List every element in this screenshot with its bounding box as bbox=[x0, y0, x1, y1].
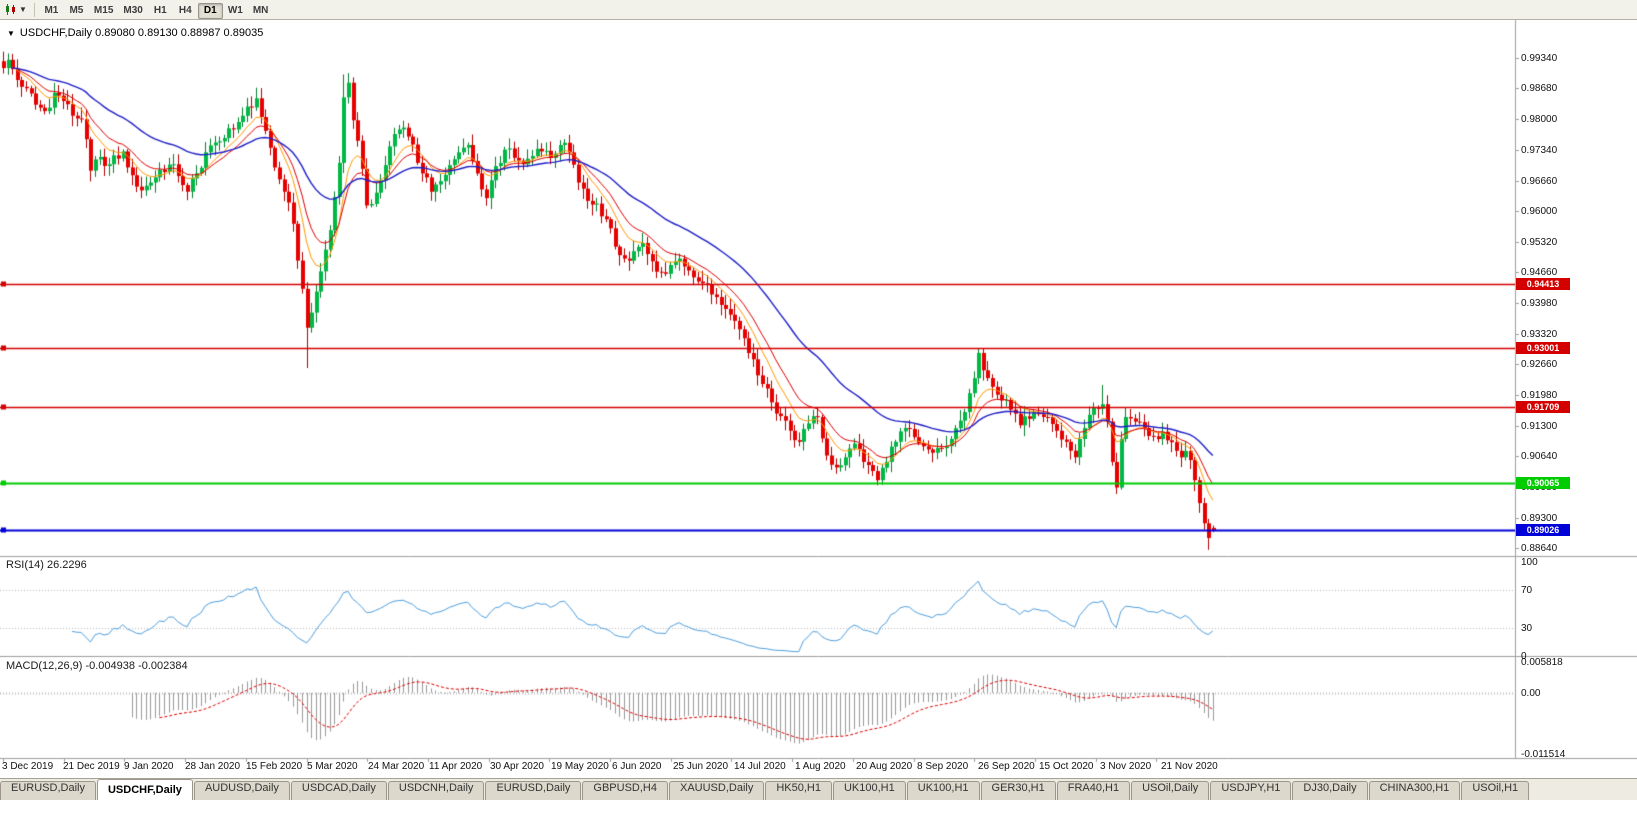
chart-tab-usdchf-daily[interactable]: USDCHF,Daily bbox=[96, 779, 193, 800]
time-axis-label: 15 Feb 2020 bbox=[246, 761, 303, 772]
chart-tab-eurusd-daily[interactable]: EURUSD,Daily bbox=[0, 781, 96, 800]
timeframe-toolbar: ▼ M1 M5 M15 M30 H1 H4 D1 W1 MN bbox=[0, 0, 1637, 20]
chart-tab-usdjpy-h1[interactable]: USDJPY,H1 bbox=[1210, 781, 1292, 800]
macd-axis-label: -0.011514 bbox=[1521, 749, 1566, 760]
price-axis-label: 0.99340 bbox=[1521, 53, 1558, 64]
rsi-axis-label: 30 bbox=[1521, 622, 1533, 634]
chart-tab-uk100-h1[interactable]: UK100,H1 bbox=[832, 781, 906, 800]
time-axis-label: 8 Sep 2020 bbox=[917, 761, 969, 772]
price-axis-label: 0.88640 bbox=[1521, 543, 1558, 554]
price-axis-label: 0.89300 bbox=[1521, 512, 1558, 524]
macd-axis-label: 0.005818 bbox=[1521, 657, 1563, 668]
time-axis-label: 9 Jan 2020 bbox=[124, 761, 174, 772]
candlestick-icon bbox=[6, 4, 15, 15]
price-axis-label: 0.93320 bbox=[1521, 328, 1558, 340]
price-axis-label: 0.98000 bbox=[1521, 114, 1558, 126]
price-axis-label: 0.94660 bbox=[1521, 267, 1558, 279]
macd-axis-label: 0.00 bbox=[1521, 687, 1541, 699]
time-axis-label: 5 Mar 2020 bbox=[307, 761, 358, 772]
timeframe-button-m15[interactable]: M15 bbox=[89, 3, 118, 19]
chart-tab-xauusd-daily[interactable]: XAUUSD,Daily bbox=[668, 781, 765, 800]
toolbar-separator bbox=[33, 2, 35, 17]
time-axis-label: 3 Nov 2020 bbox=[1100, 761, 1152, 772]
price-line-tag-094413: 0.94413 bbox=[1516, 277, 1570, 290]
chart-title-text: USDCHF,Daily 0.89080 0.89130 0.88987 0.8… bbox=[19, 27, 264, 39]
timeframe-button-m30[interactable]: M30 bbox=[118, 3, 147, 19]
price-axis-label: 0.91980 bbox=[1521, 390, 1558, 402]
price-axis-label: 0.91300 bbox=[1521, 421, 1558, 433]
time-axis-label: 24 Mar 2020 bbox=[368, 761, 425, 772]
time-axis-label: 1 Aug 2020 bbox=[795, 761, 846, 772]
chart-tab-fra40-h1[interactable]: FRA40,H1 bbox=[1056, 781, 1131, 800]
chart-tab-eurusd-daily[interactable]: EURUSD,Daily bbox=[485, 781, 582, 800]
chart-tab-hk50-h1[interactable]: HK50,H1 bbox=[765, 781, 832, 800]
time-axis-label: 11 Apr 2020 bbox=[429, 761, 483, 772]
timeframe-button-w1[interactable]: W1 bbox=[223, 3, 248, 19]
price-axis-label: 0.96660 bbox=[1521, 175, 1558, 187]
chart-tab-usdcnh-daily[interactable]: USDCNH,Daily bbox=[387, 781, 485, 800]
timeframe-button-m1[interactable]: M1 bbox=[39, 3, 64, 19]
chart-tab-usdcad-daily[interactable]: USDCAD,Daily bbox=[290, 781, 387, 800]
timeframe-button-h1[interactable]: H1 bbox=[148, 3, 173, 19]
price-line-tag-089026: 0.89026 bbox=[1516, 524, 1570, 537]
price-line-tag-091709: 0.91709 bbox=[1516, 401, 1570, 414]
chart-tab-dj30-daily[interactable]: DJ30,Daily bbox=[1292, 781, 1368, 800]
rsi-label: RSI(14) 26.2296 bbox=[6, 559, 87, 571]
chart-tab-usoil-h1[interactable]: USOil,H1 bbox=[1461, 781, 1530, 800]
time-axis-label: 3 Dec 2019 bbox=[2, 761, 54, 772]
chart-tab-ger30-h1[interactable]: GER30,H1 bbox=[980, 781, 1056, 800]
chevron-down-icon: ▼ bbox=[19, 5, 27, 14]
time-axis-label: 20 Aug 2020 bbox=[856, 761, 913, 772]
time-axis-label: 28 Jan 2020 bbox=[185, 761, 241, 772]
chart-tab-china300-h1[interactable]: CHINA300,H1 bbox=[1368, 781, 1461, 800]
time-axis-label: 21 Dec 2019 bbox=[63, 761, 120, 772]
price-axis-label: 0.96000 bbox=[1521, 205, 1558, 217]
chart-tab-bar: EURUSD,Daily USDCHF,Daily AUDUSD,Daily USDC… bbox=[0, 778, 1637, 800]
time-axis-label: 6 Jun 2020 bbox=[612, 761, 662, 772]
price-axis-label: 0.98680 bbox=[1521, 83, 1558, 95]
price-axis-label: 0.93980 bbox=[1521, 298, 1558, 310]
time-axis-label: 21 Nov 2020 bbox=[1161, 761, 1218, 772]
time-axis-label: 14 Jul 2020 bbox=[734, 761, 786, 772]
chart-type-icon[interactable]: ▼ bbox=[4, 3, 27, 16]
time-axis-label: 19 May 2020 bbox=[551, 761, 609, 772]
timeframe-button-h4[interactable]: H4 bbox=[173, 3, 198, 19]
timeframe-buttons: M1 M5 M15 M30 H1 H4 D1 W1 MN bbox=[39, 0, 273, 19]
price-axis-label: 0.90640 bbox=[1521, 451, 1558, 463]
timeframe-button-mn[interactable]: MN bbox=[248, 3, 274, 19]
price-axis-label: 0.95320 bbox=[1521, 237, 1558, 249]
collapse-triangle-icon[interactable]: ▼ bbox=[7, 28, 15, 38]
timeframe-button-d1[interactable]: D1 bbox=[197, 2, 223, 19]
chart-tab-audusd-daily[interactable]: AUDUSD,Daily bbox=[193, 781, 290, 800]
price-line-tag-090065: 0.90065 bbox=[1516, 476, 1570, 489]
time-axis-label: 25 Jun 2020 bbox=[673, 761, 729, 772]
time-axis-label: 26 Sep 2020 bbox=[978, 761, 1035, 772]
time-axis-label: 30 Apr 2020 bbox=[490, 761, 544, 772]
price-axis-label: 0.97340 bbox=[1521, 144, 1558, 156]
chart-tab-uk100-h1[interactable]: UK100,H1 bbox=[906, 781, 980, 800]
rsi-axis-label: 0 bbox=[1521, 651, 1527, 662]
time-axis-label: 15 Oct 2020 bbox=[1039, 761, 1094, 772]
rsi-axis-label: 70 bbox=[1521, 585, 1533, 597]
price-axis-label: 0.92660 bbox=[1521, 358, 1558, 370]
rsi-axis-label: 100 bbox=[1521, 557, 1538, 568]
chart-tab-usoil-daily[interactable]: USOil,Daily bbox=[1131, 781, 1210, 800]
price-line-tag-093001: 0.93001 bbox=[1516, 342, 1570, 355]
chart-title: ▼ USDCHF,Daily 0.89080 0.89130 0.88987 0… bbox=[7, 27, 263, 39]
chart-tab-gbpusd-h4[interactable]: GBPUSD,H4 bbox=[582, 781, 668, 800]
macd-label: MACD(12,26,9) -0.004938 -0.002384 bbox=[6, 660, 188, 672]
timeframe-button-m5[interactable]: M5 bbox=[64, 3, 89, 19]
